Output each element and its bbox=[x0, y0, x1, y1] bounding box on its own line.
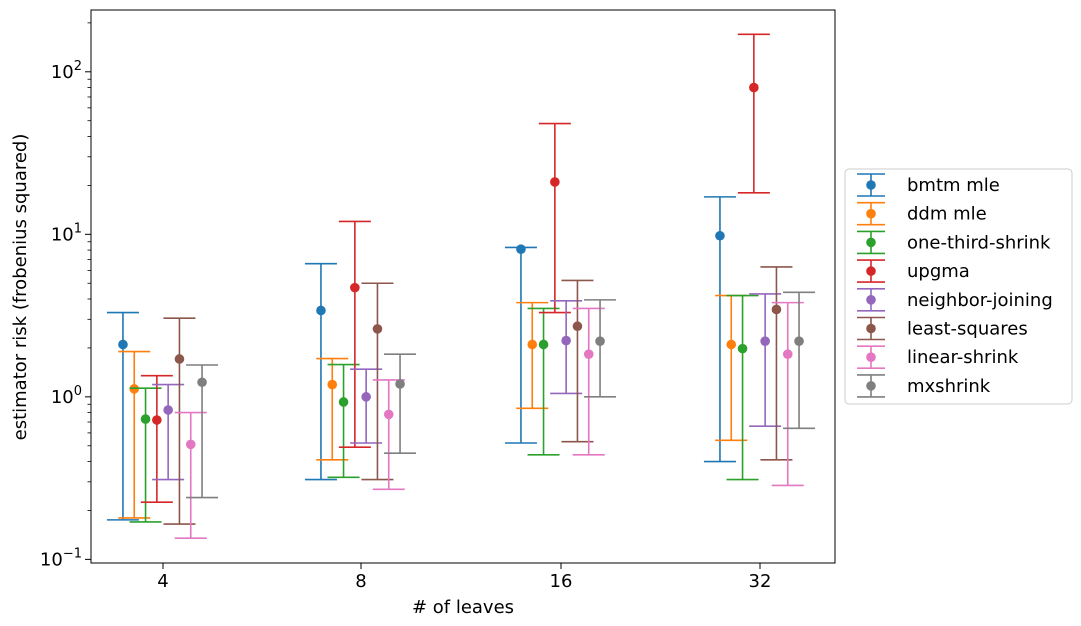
data-point bbox=[516, 244, 526, 254]
legend-label: neighbor-joining bbox=[907, 290, 1053, 311]
data-point bbox=[595, 336, 605, 346]
data-point bbox=[771, 304, 782, 315]
series-least-squares bbox=[163, 266, 793, 525]
series-linear-shrink bbox=[174, 301, 804, 539]
legend-entry: one-third-shrink bbox=[857, 230, 1051, 255]
data-point bbox=[174, 354, 185, 364]
legend-frame bbox=[844, 168, 1073, 405]
data-point bbox=[350, 282, 360, 293]
legend-entry: neighbor-joining bbox=[857, 287, 1053, 312]
legend-label: one-third-shrink bbox=[907, 232, 1051, 253]
data-point bbox=[152, 415, 162, 425]
x-tick-label: 32 bbox=[749, 571, 772, 592]
legend-label: linear-shrink bbox=[907, 347, 1019, 368]
data-point bbox=[316, 305, 326, 316]
legend: bmtm mle ddm mle one-third-shrink upgma neig… bbox=[844, 168, 1073, 405]
legend-entry: ddm mle bbox=[857, 201, 987, 226]
data-point bbox=[118, 339, 128, 350]
y-tick-label: 102 bbox=[51, 59, 82, 83]
legend-marker bbox=[866, 352, 876, 363]
legend-entry: bmtm mle bbox=[857, 173, 1000, 197]
legend-entry: least-squares bbox=[857, 316, 1028, 341]
legend-marker bbox=[866, 208, 876, 219]
data-point bbox=[327, 379, 338, 390]
series-neighbor-joining bbox=[152, 293, 782, 481]
series-upgma bbox=[140, 33, 770, 503]
data-point bbox=[338, 397, 349, 407]
series-ddm-mle bbox=[118, 294, 748, 519]
legend-entry: linear-shrink bbox=[857, 345, 1019, 370]
data-point bbox=[782, 349, 793, 359]
data-point bbox=[383, 409, 394, 420]
data-point bbox=[572, 321, 583, 332]
legend-label: ddm mle bbox=[907, 204, 987, 225]
legend-marker bbox=[866, 381, 876, 391]
y-axis-label: estimator risk (frobenius squared) bbox=[10, 134, 31, 441]
data-point bbox=[583, 349, 594, 359]
series-bmtm-mle bbox=[106, 196, 736, 521]
data-point bbox=[395, 379, 405, 389]
plot-area bbox=[106, 33, 816, 539]
data-point bbox=[538, 339, 549, 350]
plot-frame bbox=[90, 9, 836, 564]
legend-label: bmtm mle bbox=[907, 175, 1000, 196]
legend-entry: upgma bbox=[857, 259, 970, 283]
data-point bbox=[197, 377, 207, 388]
legend-label: least-squares bbox=[907, 319, 1028, 340]
data-point bbox=[794, 336, 804, 346]
data-point bbox=[361, 392, 371, 402]
data-point bbox=[737, 343, 748, 354]
axes: 10−1 100 101 102 4 8 16 32 bbox=[40, 22, 772, 592]
legend-marker bbox=[866, 323, 876, 334]
data-point bbox=[561, 335, 571, 346]
x-tick-label: 16 bbox=[550, 571, 573, 592]
data-point bbox=[550, 177, 560, 187]
data-point bbox=[372, 324, 383, 334]
y-tick-label: 100 bbox=[51, 384, 82, 408]
legend-label: upgma bbox=[907, 261, 970, 282]
x-tick-label: 8 bbox=[355, 571, 366, 592]
data-point bbox=[726, 339, 737, 350]
legend-marker bbox=[866, 237, 876, 248]
data-point bbox=[185, 439, 196, 450]
data-point bbox=[527, 339, 538, 350]
legend-marker bbox=[866, 266, 876, 276]
data-point bbox=[163, 405, 173, 415]
data-point bbox=[760, 336, 770, 346]
x-axis-label: # of leaves bbox=[412, 597, 514, 618]
data-point bbox=[140, 414, 151, 424]
legend-marker bbox=[866, 180, 876, 190]
y-tick-label: 10−1 bbox=[40, 546, 82, 570]
data-point bbox=[749, 82, 759, 93]
series-one-third-shrink bbox=[129, 294, 759, 523]
series-mxshrink bbox=[186, 291, 816, 499]
legend-entry: mxshrink bbox=[857, 374, 991, 398]
legend-marker bbox=[866, 295, 876, 305]
data-point bbox=[715, 230, 725, 241]
legend-label: mxshrink bbox=[907, 376, 991, 397]
x-tick-label: 4 bbox=[157, 571, 168, 592]
y-tick-label: 101 bbox=[51, 221, 82, 245]
